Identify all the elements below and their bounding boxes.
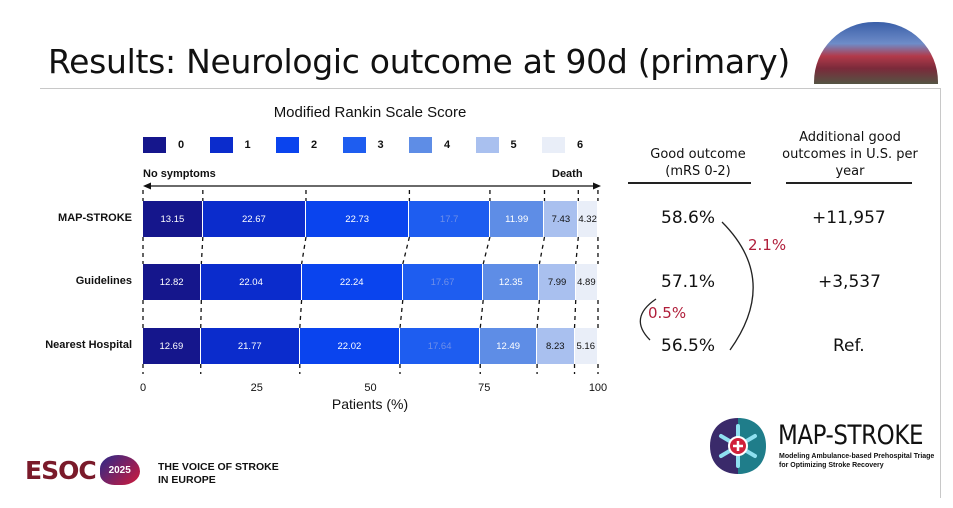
additional-guidelines: +3,537 [818, 272, 881, 292]
scale-left-label: No symptoms [143, 168, 216, 180]
row-label: Nearest Hospital [45, 339, 132, 351]
legend-label: 6 [577, 139, 584, 151]
x-tick-label: 25 [250, 382, 263, 394]
legend-swatch [276, 137, 299, 153]
additional-nearest: Ref. [833, 336, 865, 356]
header-rule [786, 182, 912, 184]
good-outcome-header: Good outcome (mRS 0-2) [628, 146, 768, 180]
bar-segment-mrs-1: 21.77 [200, 328, 300, 364]
good-outcome-map-stroke: 58.6% [661, 208, 716, 228]
dashed-connector [399, 299, 404, 329]
legend-swatch [542, 137, 565, 153]
legend-label: 1 [244, 139, 251, 151]
legend-label: 3 [377, 139, 384, 151]
x-tick-label: 50 [364, 382, 377, 394]
additional-map-stroke: +11,957 [812, 208, 886, 228]
header-rule [628, 182, 751, 184]
bar-segment-mrs-2: 22.02 [299, 328, 400, 364]
difference-small: 0.5% [648, 304, 687, 322]
bar-segment-mrs-6: 5.16 [574, 328, 598, 364]
esoc-wordmark: ESOC [25, 455, 97, 485]
legend-item-0: 0 [143, 136, 184, 154]
esoc-tagline: THE VOICE OF STROKE IN EUROPE [158, 461, 279, 486]
legend-label: 0 [178, 139, 185, 151]
bar-segment-mrs-5: 7.43 [544, 201, 579, 237]
bar-segment-mrs-3: 17.67 [402, 264, 484, 300]
x-tick-label: 100 [588, 382, 608, 394]
bar-segment-mrs-1: 22.04 [201, 264, 302, 300]
dashed-connector [536, 299, 541, 329]
legend-swatch [409, 137, 432, 153]
header-line: Good outcome [650, 147, 746, 162]
header-line: (mRS 0-2) [665, 164, 731, 179]
good-outcome-nearest: 56.5% [661, 336, 716, 356]
bar-segment-mrs-2: 22.24 [301, 264, 403, 300]
bar-segment-mrs-4: 12.49 [480, 328, 538, 364]
double-arrow-icon [143, 182, 601, 190]
legend-swatch [209, 137, 233, 153]
row-label: Guidelines [75, 275, 132, 287]
dashed-connector [575, 236, 579, 265]
x-axis-label: Patients (%) [331, 396, 409, 412]
brain-logo-icon [710, 418, 766, 474]
slide-border [940, 88, 941, 498]
dashed-connector [538, 236, 546, 265]
legend-swatch [475, 137, 499, 153]
difference-big: 2.1% [748, 236, 787, 254]
x-tick-label: 75 [478, 382, 491, 394]
esoc-year-badge: 2025 [99, 455, 140, 485]
legend-item-4: 4 [409, 136, 450, 154]
additional-outcomes-header: Additional good outcomes in U.S. per yea… [780, 129, 920, 180]
dashed-connector [482, 236, 491, 265]
bar-segment-mrs-3: 17.64 [399, 328, 481, 364]
bar-segment-mrs-2: 22.73 [305, 201, 410, 237]
dashed-connector [402, 236, 411, 265]
comparison-brackets [639, 221, 754, 351]
bar-segment-mrs-4: 11.99 [489, 201, 545, 237]
bar-segment-mrs-5: 7.99 [539, 264, 576, 300]
scale-right-label: Death [552, 168, 583, 180]
dashed-connector [200, 236, 204, 265]
dashed-connector [479, 299, 484, 329]
legend-label: 4 [444, 139, 451, 151]
bar-segment-mrs-0: 12.69 [143, 328, 201, 364]
legend-item-5: 5 [475, 136, 517, 154]
legend-label: 2 [311, 139, 318, 151]
bar-segment-mrs-5: 8.23 [537, 328, 575, 364]
esoc-logo: ESOC 2025 [25, 455, 140, 485]
header-line: year [835, 164, 865, 179]
header-line: outcomes in U.S. per [782, 147, 918, 162]
bar-segment-mrs-3: 17.7 [409, 201, 490, 237]
dashed-connector [573, 299, 577, 329]
map-stroke-wordmark: MAP-STROKE [778, 420, 924, 451]
legend-item-1: 1 [209, 136, 251, 154]
title-divider [40, 88, 940, 89]
slide-title: Results: Neurologic outcome at 90d (prim… [48, 42, 790, 81]
map-stroke-tagline: Modeling Ambulance-based Prehospital Tri… [779, 453, 935, 469]
header-line: Additional good [799, 130, 901, 145]
legend-item-6: 6 [542, 136, 583, 154]
legend-swatch [143, 137, 166, 153]
bar-segment-mrs-0: 12.82 [143, 264, 202, 300]
legend-item-3: 3 [342, 136, 384, 154]
x-tick-label: 0 [139, 382, 147, 394]
legend-item-2: 2 [276, 136, 317, 154]
legend-swatch [342, 137, 366, 153]
bar-segment-mrs-4: 12.35 [483, 264, 540, 300]
dashed-connector [200, 299, 202, 329]
row-label: MAP-STROKE [58, 212, 132, 224]
bar-segment-mrs-1: 22.67 [202, 201, 306, 237]
dashed-connector [300, 236, 307, 265]
bar-segment-mrs-6: 4.89 [575, 264, 598, 300]
bar-segment-mrs-0: 13.15 [143, 201, 203, 237]
legend-label: 5 [510, 139, 517, 151]
chart-title: Modified Rankin Scale Score [273, 104, 467, 121]
bar-segment-mrs-6: 4.32 [578, 201, 598, 237]
good-outcome-guidelines: 57.1% [661, 272, 716, 292]
dashed-connector [299, 299, 303, 329]
